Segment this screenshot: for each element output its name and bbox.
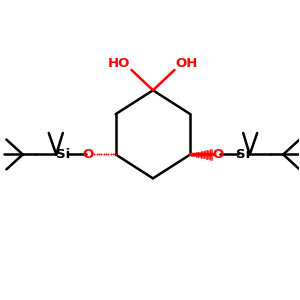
- Text: HO: HO: [108, 57, 130, 70]
- Text: Si: Si: [236, 148, 250, 161]
- Text: OH: OH: [176, 57, 198, 70]
- Text: O: O: [212, 148, 224, 161]
- Text: Si: Si: [56, 148, 70, 161]
- Text: O: O: [82, 148, 94, 161]
